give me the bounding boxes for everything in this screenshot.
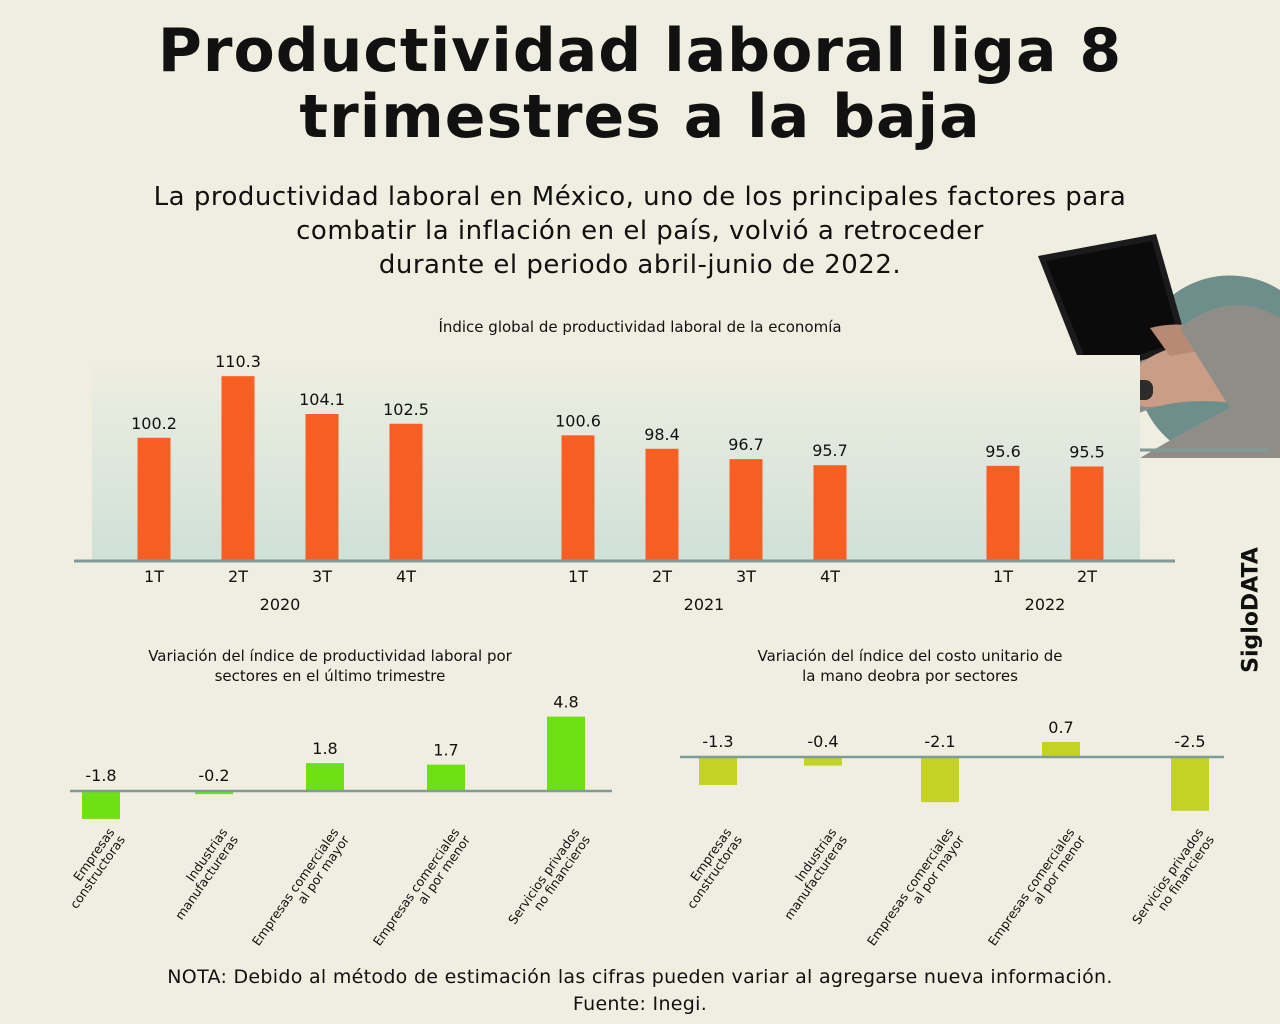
main-quarter-label: 4T	[396, 567, 416, 586]
main-quarter-label: 3T	[312, 567, 332, 586]
cost-category-label: Industriasmanufactureras	[770, 825, 850, 922]
cost-value-label: -0.4	[807, 732, 838, 751]
labor-cost-title: Variación del índice del costo unitario …	[757, 647, 1063, 685]
sector-bar	[427, 764, 465, 791]
cost-category-label: Empresasconstructoras	[673, 825, 745, 911]
sector-value-label: -1.8	[85, 766, 116, 785]
cost-value-label: -1.3	[702, 732, 733, 751]
cost-category-label: Servicios privadosno financieros	[1129, 825, 1217, 934]
page-subtitle: La productividad laboral en México, uno …	[40, 180, 1240, 282]
brand-logo: SigloDATA	[1238, 547, 1264, 673]
page-title: Productividad laboral liga 8 trimestres …	[0, 18, 1280, 150]
sector-productivity-chart: -1.8Empresasconstructoras-0.2Industriasm…	[67, 693, 612, 949]
title-line-1: Productividad laboral liga 8	[157, 16, 1123, 86]
main-bar	[645, 448, 679, 561]
main-quarter-label: 1T	[568, 567, 588, 586]
sector-value-label: 1.8	[312, 739, 337, 758]
main-bar-value-label: 95.6	[985, 442, 1021, 461]
title-line-2: trimestres a la baja	[299, 82, 981, 152]
main-bar-value-label: 100.6	[555, 411, 601, 430]
main-bar-value-label: 95.5	[1069, 442, 1105, 461]
sector-bar	[306, 763, 344, 791]
main-bar	[729, 459, 763, 561]
sector-bar	[82, 791, 120, 819]
cost-bar	[1171, 757, 1209, 811]
main-chart-background	[92, 355, 1140, 561]
footer-source: Fuente: Inegi.	[572, 993, 708, 1015]
main-quarter-label: 2T	[652, 567, 672, 586]
sector-bar	[547, 716, 585, 791]
cost-bar	[921, 757, 959, 803]
sector-value-label: 1.7	[433, 741, 458, 760]
main-bar-value-label: 102.5	[383, 400, 429, 419]
cost-category-line: Empresas comerciales	[985, 825, 1078, 948]
footer: NOTA: Debido al método de estimación las…	[0, 964, 1280, 1018]
main-quarter-label: 3T	[736, 567, 756, 586]
main-year-label: 2022	[1025, 595, 1066, 614]
main-bar-value-label: 104.1	[299, 390, 345, 409]
main-quarter-label: 4T	[820, 567, 840, 586]
cost-value-label: -2.5	[1174, 732, 1205, 751]
main-bar-value-label: 110.3	[215, 352, 261, 371]
main-bar	[221, 376, 255, 561]
main-bar	[1070, 466, 1104, 561]
main-productivity-chart: 100.2 1T 110.3 2T 104.1 3T 102.5 4T 2020 100.6 1T 9…	[74, 352, 1175, 614]
main-year-label: 2021	[684, 595, 725, 614]
sector-productivity-title: Variación del índice de productividad la…	[148, 647, 512, 685]
main-year-label: 2020	[260, 595, 301, 614]
main-bar-value-label: 98.4	[644, 425, 680, 444]
cost-value-label: 0.7	[1048, 718, 1073, 737]
sector-value-label: -0.2	[198, 766, 229, 785]
main-quarter-label: 2T	[228, 567, 248, 586]
sector-value-label: 4.8	[553, 693, 578, 712]
footer-note: NOTA: Debido al método de estimación las…	[167, 966, 1113, 988]
main-bar	[137, 437, 171, 561]
subtitle-line-1: La productividad laboral en México, uno …	[153, 182, 1127, 212]
sector-bar	[195, 791, 233, 795]
cost-category-label: Empresas comercialesal por menor	[985, 824, 1089, 956]
cost-bar	[1042, 741, 1080, 757]
main-quarter-label: 2T	[1077, 567, 1097, 586]
main-chart-title: Índice global de productividad laboral d…	[438, 318, 842, 336]
main-bar-value-label: 96.7	[728, 435, 764, 454]
main-bar-value-label: 100.2	[131, 414, 177, 433]
cost-category-line: Empresas comerciales	[864, 825, 957, 948]
main-quarter-label: 1T	[144, 567, 164, 586]
main-bar	[305, 413, 339, 561]
cost-bar	[804, 757, 842, 766]
main-bar	[813, 465, 847, 561]
cost-category-label: Empresas comercialesal por mayor	[864, 824, 968, 956]
subtitle-line-3: durante el periodo abril-junio de 2022.	[378, 250, 902, 280]
main-bar	[561, 435, 595, 561]
subtitle-line-2: combatir la inflación en el país, volvió…	[296, 216, 984, 246]
main-bar-value-label: 95.7	[812, 441, 848, 460]
main-quarter-label: 1T	[993, 567, 1013, 586]
cost-value-label: -2.1	[924, 732, 955, 751]
cost-bar	[699, 757, 737, 785]
main-bar	[389, 423, 423, 561]
main-bar	[986, 465, 1020, 561]
